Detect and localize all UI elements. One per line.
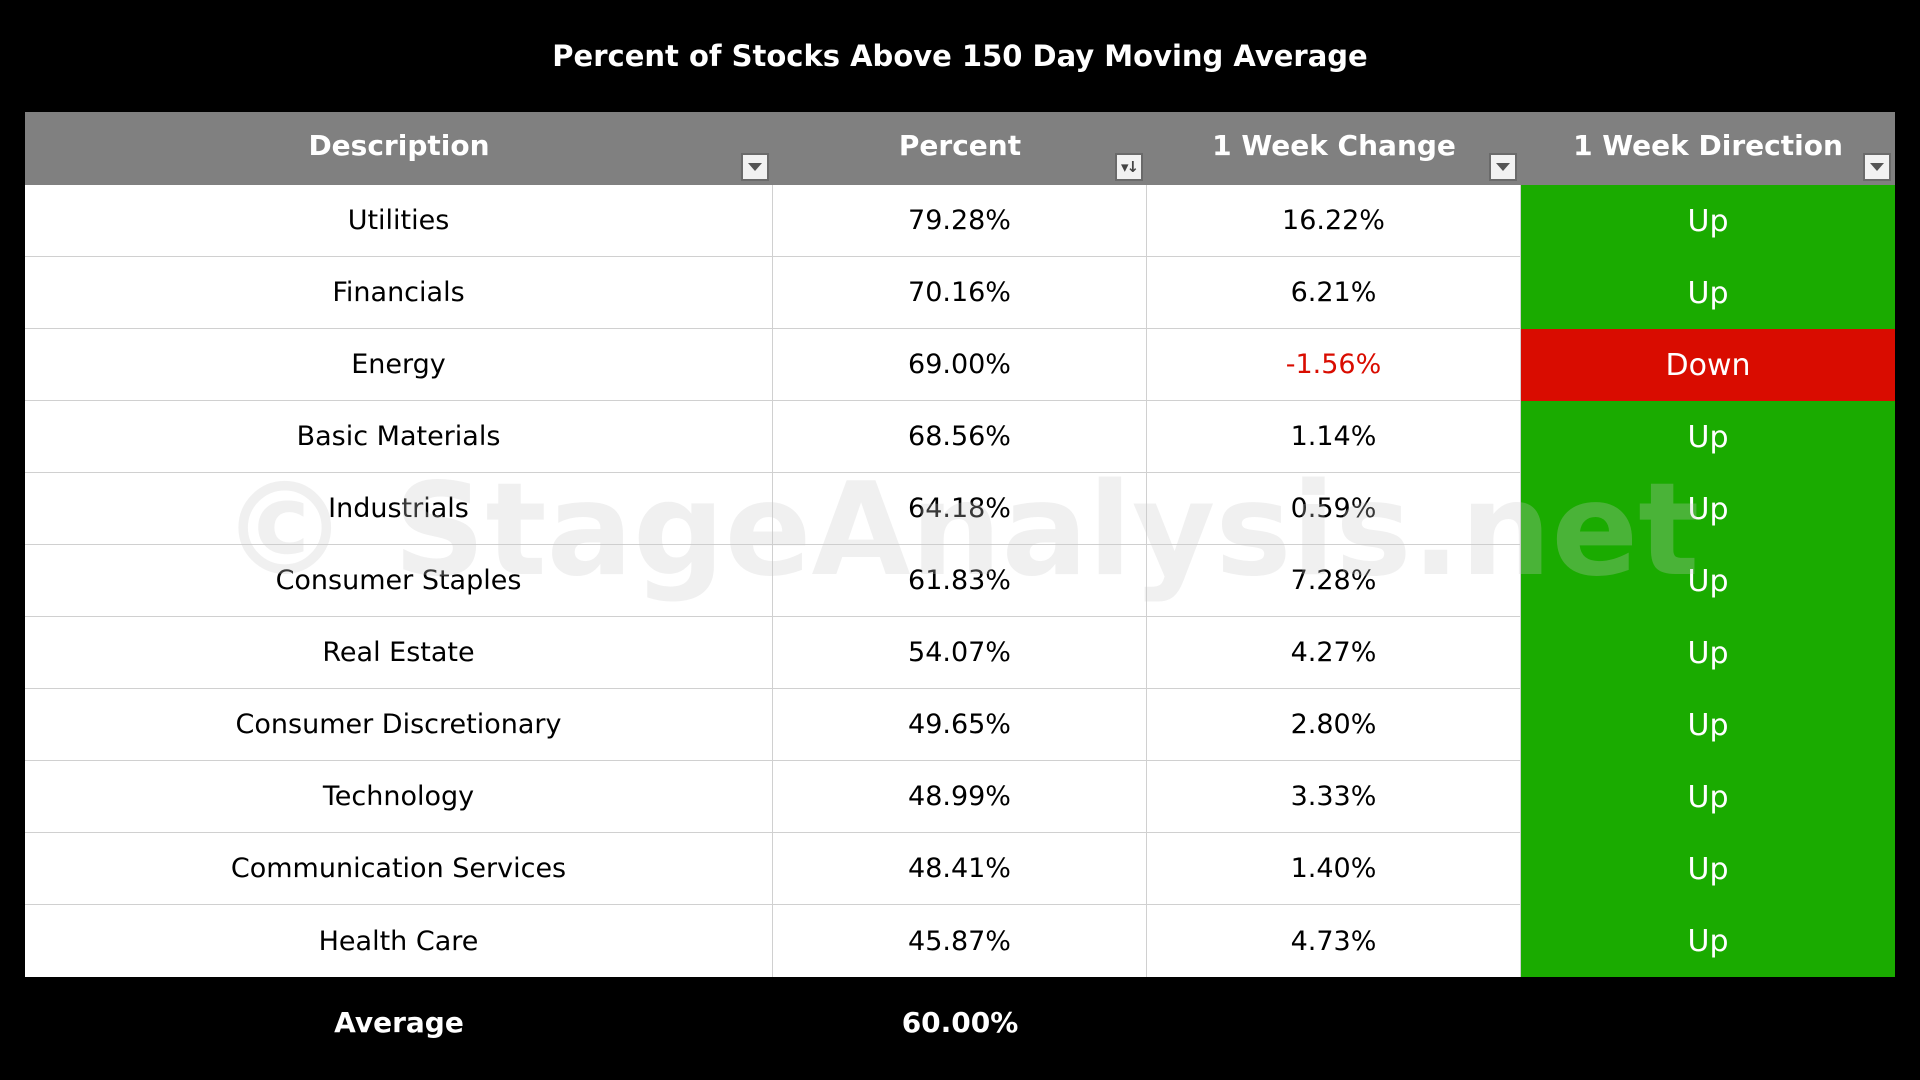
cell-week-change: 3.33% <box>1147 761 1521 833</box>
average-empty-cell <box>1147 977 1521 1067</box>
cell-percent: 61.83% <box>773 545 1147 617</box>
table-row: Consumer Discretionary 49.65% 2.80% Up <box>25 689 1895 761</box>
cell-description: Utilities <box>25 185 773 257</box>
table-row: Energy 69.00% -1.56% Down <box>25 329 1895 401</box>
sort-descending-icon[interactable]: ▾↓ <box>1115 153 1143 181</box>
sector-table: Description Percent ▾↓ 1 Week Change 1 W… <box>25 112 1895 1067</box>
table-row: Industrials 64.18% 0.59% Up <box>25 473 1895 545</box>
table-body: Utilities 79.28% 16.22% Up Financials 70.16% 6… <box>25 185 1895 977</box>
cell-week-change: 4.73% <box>1147 905 1521 977</box>
cell-description: Industrials <box>25 473 773 545</box>
cell-week-direction: Up <box>1521 617 1895 689</box>
cell-description: Consumer Discretionary <box>25 689 773 761</box>
table-row: Basic Materials 68.56% 1.14% Up <box>25 401 1895 473</box>
cell-percent: 68.56% <box>773 401 1147 473</box>
cell-week-direction: Up <box>1521 401 1895 473</box>
header-description-label: Description <box>308 129 490 162</box>
cell-percent: 69.00% <box>773 329 1147 401</box>
average-value: 60.00% <box>901 1005 1019 1039</box>
cell-week-direction: Up <box>1521 545 1895 617</box>
header-week-direction-label: 1 Week Direction <box>1573 129 1843 162</box>
filter-dropdown-icon[interactable] <box>741 153 769 181</box>
average-empty-cell <box>1521 977 1895 1067</box>
cell-week-direction: Up <box>1521 257 1895 329</box>
cell-week-change: -1.56% <box>1147 329 1521 401</box>
cell-percent: 48.41% <box>773 833 1147 905</box>
table-row: Technology 48.99% 3.33% Up <box>25 761 1895 833</box>
cell-description: Financials <box>25 257 773 329</box>
header-week-change: 1 Week Change <box>1147 112 1521 185</box>
cell-week-direction: Up <box>1521 473 1895 545</box>
cell-week-direction: Up <box>1521 689 1895 761</box>
table-row: Health Care 45.87% 4.73% Up <box>25 905 1895 977</box>
table-row: Real Estate 54.07% 4.27% Up <box>25 617 1895 689</box>
table-row: Communication Services 48.41% 1.40% Up <box>25 833 1895 905</box>
table-row: Consumer Staples 61.83% 7.28% Up <box>25 545 1895 617</box>
cell-week-direction: Up <box>1521 185 1895 257</box>
cell-week-direction: Up <box>1521 905 1895 977</box>
cell-description: Basic Materials <box>25 401 773 473</box>
header-percent: Percent ▾↓ <box>773 112 1147 185</box>
cell-week-change: 1.40% <box>1147 833 1521 905</box>
cell-week-change: 16.22% <box>1147 185 1521 257</box>
filter-dropdown-icon[interactable] <box>1489 153 1517 181</box>
cell-week-direction: Up <box>1521 833 1895 905</box>
average-label: Average <box>334 1005 464 1039</box>
cell-description: Technology <box>25 761 773 833</box>
cell-description: Consumer Staples <box>25 545 773 617</box>
cell-percent: 70.16% <box>773 257 1147 329</box>
cell-week-direction: Up <box>1521 761 1895 833</box>
cell-week-change: 0.59% <box>1147 473 1521 545</box>
cell-description: Communication Services <box>25 833 773 905</box>
table-title: Percent of Stocks Above 150 Day Moving A… <box>552 39 1368 73</box>
cell-week-direction: Down <box>1521 329 1895 401</box>
cell-percent: 54.07% <box>773 617 1147 689</box>
cell-percent: 49.65% <box>773 689 1147 761</box>
cell-week-change: 2.80% <box>1147 689 1521 761</box>
cell-description: Real Estate <box>25 617 773 689</box>
cell-week-change: 1.14% <box>1147 401 1521 473</box>
table-row: Utilities 79.28% 16.22% Up <box>25 185 1895 257</box>
cell-week-change: 4.27% <box>1147 617 1521 689</box>
table-header-row: Description Percent ▾↓ 1 Week Change 1 W… <box>25 112 1895 185</box>
cell-percent: 64.18% <box>773 473 1147 545</box>
cell-week-change: 6.21% <box>1147 257 1521 329</box>
cell-description: Energy <box>25 329 773 401</box>
table-row: Financials 70.16% 6.21% Up <box>25 257 1895 329</box>
cell-percent: 48.99% <box>773 761 1147 833</box>
cell-percent: 45.87% <box>773 905 1147 977</box>
header-description: Description <box>25 112 773 185</box>
header-week-direction: 1 Week Direction <box>1521 112 1895 185</box>
header-week-change-label: 1 Week Change <box>1212 129 1456 162</box>
cell-week-change: 7.28% <box>1147 545 1521 617</box>
cell-description: Health Care <box>25 905 773 977</box>
filter-dropdown-icon[interactable] <box>1863 153 1891 181</box>
header-percent-label: Percent <box>898 129 1022 162</box>
cell-percent: 79.28% <box>773 185 1147 257</box>
average-row: Average 60.00% <box>25 977 1895 1067</box>
